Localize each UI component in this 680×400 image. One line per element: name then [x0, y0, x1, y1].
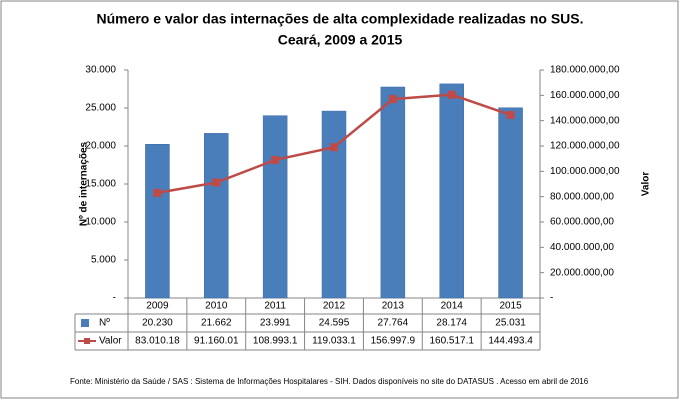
table-value: 25.031 [495, 318, 526, 329]
y-tick-label: 30.000 [85, 65, 116, 76]
y2-tick-label: 60.000.000,00 [550, 217, 614, 228]
bar [204, 133, 229, 299]
x-tick-label: 2009 [146, 301, 169, 312]
bar [145, 144, 170, 299]
x-tick-label: 2013 [382, 301, 405, 312]
marker [330, 143, 338, 152]
y2-tick-label: 180.000.000,00 [550, 65, 620, 76]
table-value: 21.662 [201, 318, 232, 329]
x-tick-label: 2012 [323, 301, 346, 312]
marker [212, 178, 221, 187]
y-tick-label: 20.000 [85, 141, 116, 152]
bar [262, 115, 288, 299]
marker [506, 110, 515, 119]
y2-tick-label: - [550, 293, 553, 304]
legend-label: Nº [99, 318, 110, 329]
y2-tick-label: 80.000.000,00 [550, 191, 614, 202]
y-tick-label: 10.000 [85, 217, 116, 228]
x-tick-label: 2014 [441, 301, 464, 312]
table-value: 28.174 [436, 318, 467, 329]
table-value: 83.010.18 [135, 336, 180, 347]
table-value: 156.997.9 [371, 336, 416, 347]
x-tick-label: 2011 [264, 301, 286, 312]
y-tick-label: 15.000 [85, 179, 116, 190]
y2-tick-label: 160.000.000,00 [550, 90, 620, 101]
marker [271, 155, 280, 164]
y-axis-title: Nº de internações [79, 141, 90, 226]
y-tick-label: 5.000 [91, 255, 116, 266]
table-value: 119.033.1 [312, 336, 356, 347]
table-value: 160.517.1 [429, 336, 474, 347]
legend-label: Valor [99, 336, 122, 347]
marker [447, 90, 456, 99]
bar [380, 86, 406, 299]
legend-key [84, 338, 90, 344]
table-value: 144.493.4 [488, 336, 533, 347]
y2-tick-label: 140.000.000,00 [550, 115, 620, 126]
y2-tick-label: 120.000.000,00 [550, 141, 620, 152]
table-value: 108.993.1 [253, 336, 298, 347]
table-value: 24.595 [319, 318, 350, 329]
table-value: 23.991 [260, 318, 291, 329]
chart-subtitle: Ceará, 2009 a 2015 [278, 32, 403, 48]
y2-tick-label: 100.000.000,00 [550, 166, 620, 177]
x-tick-label: 2010 [205, 301, 228, 312]
bar [498, 107, 523, 299]
y-tick-label: 25.000 [85, 103, 116, 114]
legend-key [81, 319, 89, 327]
chart-title: Número e valor das internações de alta c… [96, 11, 583, 27]
y2-tick-label: 20.000.000,00 [550, 267, 614, 278]
marker [153, 188, 162, 197]
x-tick-label: 2015 [499, 301, 522, 312]
y2-tick-label: 40.000.000,00 [550, 242, 614, 253]
table-value: 20.230 [142, 318, 173, 329]
y-tick-label: - [113, 293, 116, 304]
footnote: Fonte: Ministério da Saúde / SAS : Siste… [70, 377, 589, 386]
table-value: 27.764 [378, 318, 409, 329]
marker [388, 95, 397, 104]
y2-axis-title: Valor [641, 172, 652, 197]
table-value: 91.160.01 [194, 336, 239, 347]
bar [439, 83, 464, 299]
